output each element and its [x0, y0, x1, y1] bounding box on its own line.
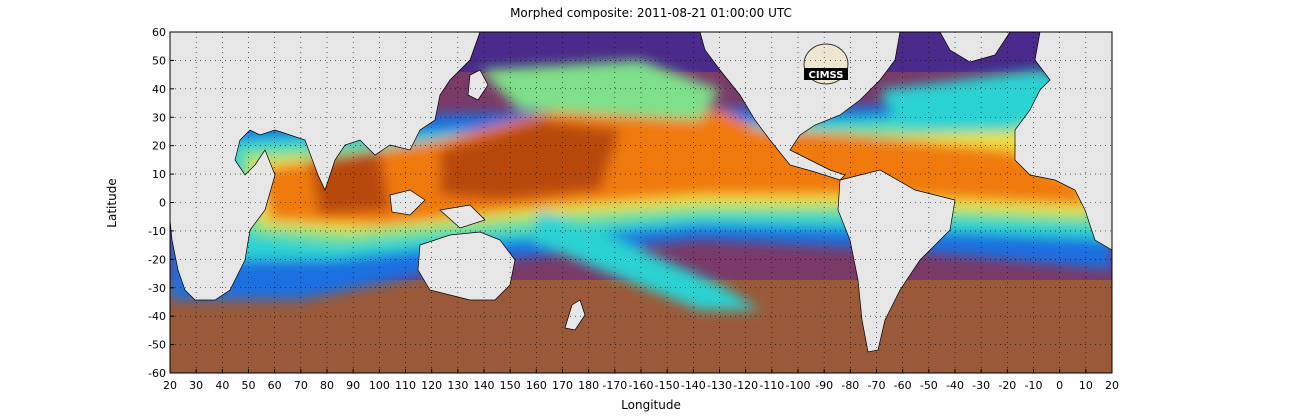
south-pacific-convergence [530, 210, 760, 310]
x-tick-label: 100 [369, 379, 390, 392]
y-axis-ticks: 60 50 40 30 20 10 0 -10 -20 -30 -40 -50 -60 [148, 26, 174, 380]
x-tick-label: 160 [526, 379, 547, 392]
x-tick-label: -10 [1025, 379, 1043, 392]
x-tick-label: 60 [268, 379, 282, 392]
y-tick-label: 40 [152, 83, 166, 96]
x-tick-label: -60 [894, 379, 912, 392]
land-afro-eurasia [170, 32, 481, 301]
y-tick-label: -40 [148, 310, 166, 323]
land-japan [467, 69, 489, 101]
y-tick-label: 60 [152, 26, 166, 39]
x-axis-ticks: 20 30 40 50 60 70 80 90 100 110 120 130 140 150 160 170… [163, 369, 1119, 392]
x-tick-label: 90 [346, 379, 360, 392]
x-tick-label: 20 [1105, 379, 1119, 392]
x-tick-label: 0 [1056, 379, 1063, 392]
land-australia [417, 231, 516, 301]
x-axis-label: Longitude [621, 398, 681, 412]
land-north-america [699, 32, 901, 181]
land-new-guinea [439, 204, 486, 229]
x-tick-label: -150 [655, 379, 680, 392]
x-tick-label: -120 [733, 379, 758, 392]
x-tick-label: 50 [242, 379, 256, 392]
y-tick-label: -30 [148, 282, 166, 295]
x-tick-label: -80 [841, 379, 859, 392]
x-tick-label: -100 [786, 379, 811, 392]
x-tick-label: -130 [707, 379, 732, 392]
x-tick-label: -110 [759, 379, 784, 392]
continents [170, 32, 1112, 353]
x-tick-label: 80 [320, 379, 334, 392]
x-tick-label: 20 [163, 379, 177, 392]
x-tick-label: -20 [998, 379, 1016, 392]
y-tick-label: 30 [152, 111, 166, 124]
y-tick-label: -20 [148, 253, 166, 266]
land-greenland [939, 32, 1011, 63]
y-tick-label: 10 [152, 168, 166, 181]
x-tick-label: 180 [578, 379, 599, 392]
x-tick-label: 40 [215, 379, 229, 392]
y-tick-label: -60 [148, 367, 166, 380]
y-axis-label: Latitude [105, 178, 119, 228]
y-tick-label: -10 [148, 225, 166, 238]
map-title: Morphed composite: 2011-08-21 01:00:00 U… [510, 6, 792, 20]
map-plot-area: CIMSS [170, 32, 1112, 373]
x-tick-label: 130 [447, 379, 468, 392]
x-tick-label: 170 [552, 379, 573, 392]
x-tick-label: -160 [629, 379, 654, 392]
x-tick-label: 10 [1079, 379, 1093, 392]
cimss-logo: CIMSS [803, 43, 849, 85]
land-new-zealand [564, 299, 586, 331]
graticule [170, 32, 1112, 373]
x-tick-label: -30 [972, 379, 990, 392]
y-tick-label: -50 [148, 339, 166, 352]
x-tick-label: 120 [421, 379, 442, 392]
x-tick-label: 110 [395, 379, 416, 392]
moisture-maximum-pacific [440, 120, 620, 200]
logo-label: CIMSS [809, 70, 844, 81]
north-pacific-moisture [480, 60, 720, 120]
y-tick-label: 50 [152, 54, 166, 67]
x-tick-label: -50 [920, 379, 938, 392]
x-tick-label: -140 [681, 379, 706, 392]
x-tick-label: 30 [189, 379, 203, 392]
land-maritime-continent [389, 189, 426, 216]
y-tick-label: 0 [159, 197, 166, 210]
x-tick-label: -70 [868, 379, 886, 392]
land-south-america [837, 169, 956, 353]
x-tick-label: -40 [946, 379, 964, 392]
x-tick-label: 70 [294, 379, 308, 392]
x-tick-label: 140 [474, 379, 495, 392]
x-tick-label: -90 [815, 379, 833, 392]
land-africa-europe-east [1014, 32, 1112, 251]
y-tick-label: 20 [152, 140, 166, 153]
x-tick-label: 150 [500, 379, 521, 392]
x-tick-label: -170 [602, 379, 627, 392]
